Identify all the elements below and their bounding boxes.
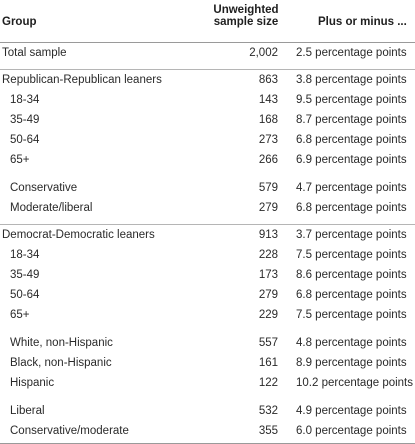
row-label: Conservative/moderate	[10, 425, 129, 437]
row-label: Republican-Republican leaners	[2, 74, 162, 86]
row-margin-of-error: 10.2 percentage points	[296, 377, 414, 389]
row-margin-of-error: 3.7 percentage points	[296, 229, 407, 241]
row-sample-size: 279	[258, 289, 278, 301]
row-label: 35-49	[10, 114, 40, 126]
table-row: 65+ 229 7.5 percentage points	[0, 305, 415, 325]
row-label: Moderate/liberal	[10, 202, 93, 214]
row-margin-of-error: 6.9 percentage points	[296, 154, 407, 166]
row-margin-of-error: 3.8 percentage points	[296, 74, 407, 86]
table-row: 50-64 273 6.8 percentage points	[0, 130, 415, 150]
row-sample-size: 913	[258, 229, 278, 241]
table-row: 50-64 279 6.8 percentage points	[0, 285, 415, 305]
row-label: Total sample	[2, 47, 67, 59]
row-label: 65+	[10, 309, 30, 321]
table-row: 65+ 266 6.9 percentage points	[0, 150, 415, 170]
header-margin-of-error: Plus or minus ...	[318, 16, 407, 28]
table-row: 18-34 228 7.5 percentage points	[0, 245, 415, 265]
row-label: 18-34	[10, 249, 40, 261]
table-row: Black, non-Hispanic 161 8.9 percentage p…	[0, 353, 415, 373]
row-sample-size: 266	[258, 154, 278, 166]
row-margin-of-error: 4.9 percentage points	[296, 405, 407, 417]
row-sample-size: 122	[258, 377, 278, 389]
table-row: 35-49 173 8.6 percentage points	[0, 265, 415, 285]
table-row: White, non-Hispanic 557 4.8 percentage p…	[0, 333, 415, 353]
row-label: Liberal	[10, 405, 45, 417]
row-label: Democrat-Democratic leaners	[2, 229, 155, 241]
row-margin-of-error: 8.7 percentage points	[296, 114, 407, 126]
row-margin-of-error: 6.8 percentage points	[296, 202, 407, 214]
row-label: 50-64	[10, 134, 40, 146]
row-sample-size: 161	[258, 357, 278, 369]
table-row: 35-49 168 8.7 percentage points	[0, 110, 415, 130]
table-row: Total sample 2,002 2.5 percentage points	[0, 43, 415, 63]
row-label: Conservative	[10, 182, 78, 194]
row-margin-of-error: 7.5 percentage points	[296, 249, 407, 261]
row-label: 65+	[10, 154, 30, 166]
row-margin-of-error: 9.5 percentage points	[296, 94, 407, 106]
row-label: 18-34	[10, 94, 40, 106]
row-sample-size: 168	[258, 114, 278, 126]
row-margin-of-error: 6.8 percentage points	[296, 289, 407, 301]
row-margin-of-error: 8.6 percentage points	[296, 269, 407, 281]
row-sample-size: 143	[258, 94, 278, 106]
table-header: Group Unweighted sample size Plus or min…	[0, 0, 415, 43]
table-row: Democrat-Democratic leaners 913 3.7 perc…	[0, 224, 415, 245]
row-margin-of-error: 6.0 percentage points	[296, 425, 407, 437]
table-row: Moderate/liberal 279 6.8 percentage poin…	[0, 198, 415, 218]
row-margin-of-error: 7.5 percentage points	[296, 309, 407, 321]
row-sample-size: 279	[258, 202, 278, 214]
row-sample-size: 173	[258, 269, 278, 281]
row-sample-size: 532	[258, 405, 278, 417]
row-sample-size: 229	[258, 309, 278, 321]
row-margin-of-error: 4.8 percentage points	[296, 337, 407, 349]
row-margin-of-error: 8.9 percentage points	[296, 357, 407, 369]
table-row: Conservative 579 4.7 percentage points	[0, 178, 415, 198]
header-sample-size: Unweighted sample size	[213, 4, 279, 28]
row-sample-size: 863	[258, 74, 278, 86]
row-margin-of-error: 2.5 percentage points	[296, 47, 407, 59]
row-margin-of-error: 4.7 percentage points	[296, 182, 407, 194]
row-sample-size: 228	[258, 249, 278, 261]
row-sample-size: 2,002	[249, 47, 278, 59]
table-row: Liberal 532 4.9 percentage points	[0, 401, 415, 421]
row-label: Hispanic	[10, 377, 55, 389]
row-label: 50-64	[10, 289, 40, 301]
table-row: Republican-Republican leaners 863 3.8 pe…	[0, 69, 415, 90]
table-row: Hispanic 122 10.2 percentage points	[0, 373, 415, 393]
row-margin-of-error: 6.8 percentage points	[296, 134, 407, 146]
row-label: 35-49	[10, 269, 40, 281]
row-sample-size: 355	[258, 425, 278, 437]
row-sample-size: 273	[258, 134, 278, 146]
table-row: 18-34 143 9.5 percentage points	[0, 90, 415, 110]
row-sample-size: 579	[258, 182, 278, 194]
row-label: White, non-Hispanic	[10, 337, 113, 349]
header-group: Group	[2, 16, 37, 28]
row-sample-size: 557	[258, 337, 278, 349]
row-label: Black, non-Hispanic	[10, 357, 112, 369]
table-row: Conservative/moderate 355 6.0 percentage…	[0, 421, 415, 441]
